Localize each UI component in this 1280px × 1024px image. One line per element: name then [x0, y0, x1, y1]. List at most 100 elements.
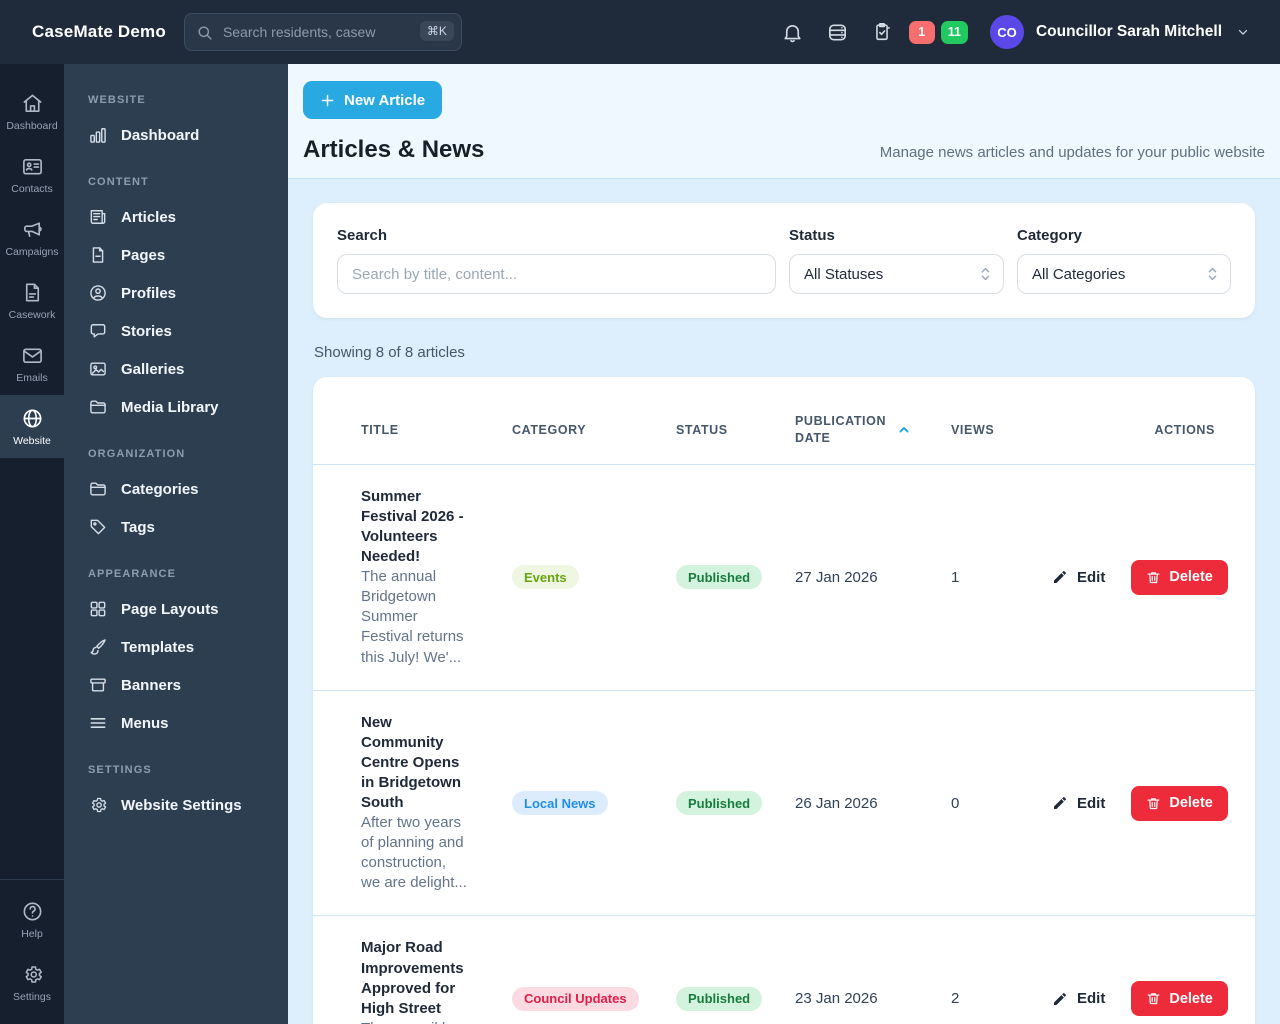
bell-icon[interactable]	[781, 21, 804, 44]
status-badge: Published	[676, 565, 763, 590]
global-search: ⌘K	[183, 13, 462, 51]
rail-item-settings[interactable]: Settings	[0, 951, 64, 1014]
red-count-badge[interactable]: 1	[908, 20, 935, 44]
sidebar-item-media-library[interactable]: Media Library	[64, 388, 288, 426]
user-menu[interactable]: CO Councillor Sarah Mitchell	[989, 15, 1250, 49]
section-title-appearance: APPEARANCE	[88, 568, 177, 580]
icon-rail: Dashboard Contacts Campaigns Casework Em…	[0, 64, 64, 1024]
chevron-down-icon	[1236, 25, 1250, 39]
column-header-title[interactable]: TITLE	[361, 422, 399, 437]
main-content: New Article Articles & News Manage news …	[288, 64, 1280, 1024]
menu-lines-icon	[88, 713, 108, 733]
filters-card: Search Status All Statuses Category All …	[313, 203, 1255, 318]
pencil-icon	[1052, 795, 1068, 811]
sidebar-item-articles[interactable]: Articles	[64, 198, 288, 236]
sidebar-item-templates[interactable]: Templates	[64, 628, 288, 666]
pencil-icon	[1052, 569, 1068, 585]
edit-button[interactable]: Edit	[1052, 569, 1105, 586]
folder-icon	[88, 479, 108, 499]
sidebar-item-galleries[interactable]: Galleries	[64, 350, 288, 388]
delete-button[interactable]: Delete	[1131, 785, 1228, 821]
bar-chart-icon	[88, 125, 108, 145]
chat-bubble-icon	[88, 321, 108, 341]
topbar: CaseMate Demo ⌘K 1 11 CO Councillor Sara…	[0, 0, 1280, 64]
rail-item-contacts[interactable]: Contacts	[0, 143, 64, 206]
filter-category-group: Category All Categories	[1017, 227, 1231, 294]
column-header-publication-date[interactable]: PUBLICATION DATE	[795, 413, 951, 447]
views-count: 2	[951, 990, 960, 1008]
views-count: 1	[951, 568, 960, 586]
server-icon[interactable]	[826, 21, 849, 44]
page-icon	[88, 245, 108, 265]
category-badge: Local News	[512, 791, 608, 816]
select-chevrons-icon	[1207, 266, 1218, 282]
file-text-icon	[21, 281, 44, 304]
category-select[interactable]: All Categories	[1017, 254, 1231, 294]
column-header-category[interactable]: CATEGORY	[512, 422, 587, 437]
green-count-badge[interactable]: 11	[940, 20, 968, 44]
column-header-views[interactable]: VIEWS	[951, 422, 995, 437]
section-title-content: CONTENT	[88, 176, 149, 188]
results-summary: Showing 8 of 8 articles	[314, 344, 465, 361]
delete-button[interactable]: Delete	[1131, 981, 1228, 1017]
keyboard-shortcut-badge: ⌘K	[419, 21, 454, 42]
article-title-cell[interactable]: New Community Centre Opens in Bridgetown…	[361, 713, 467, 892]
sidebar-item-website-settings[interactable]: Website Settings	[64, 786, 288, 824]
gear-icon	[88, 795, 108, 815]
sidebar-item-tags[interactable]: Tags	[64, 508, 288, 546]
grid-icon	[88, 599, 108, 619]
filter-status-group: Status All Statuses	[789, 227, 1004, 294]
article-title-cell[interactable]: Summer Festival 2026 - Volunteers Needed…	[361, 487, 464, 666]
article-search-input[interactable]	[337, 254, 776, 294]
trash-icon	[1146, 991, 1161, 1006]
page-header: New Article Articles & News Manage news …	[288, 64, 1280, 179]
views-count: 0	[951, 794, 960, 812]
page-subtitle: Manage news articles and updates for you…	[879, 144, 1265, 161]
user-circle-icon	[88, 283, 108, 303]
sort-ascending-icon	[899, 426, 909, 434]
mail-icon	[21, 344, 44, 367]
sidebar-item-stories[interactable]: Stories	[64, 312, 288, 350]
clipboard-check-icon[interactable]	[871, 21, 893, 43]
new-article-button[interactable]: New Article	[303, 81, 443, 119]
publication-date: 23 Jan 2026	[795, 990, 878, 1008]
rail-item-campaigns[interactable]: Campaigns	[0, 206, 64, 269]
search-icon	[196, 24, 213, 41]
rail-item-dashboard[interactable]: Dashboard	[0, 80, 64, 143]
column-header-actions: ACTIONS	[1154, 422, 1215, 437]
user-name: Councillor Sarah Mitchell	[1035, 23, 1222, 40]
topbar-actions: 1 11 CO Councillor Sarah Mitchell	[781, 15, 1250, 49]
global-search-input[interactable]	[183, 13, 462, 51]
column-header-status[interactable]: STATUS	[676, 422, 728, 437]
paintbrush-icon	[88, 637, 108, 657]
avatar: CO	[989, 15, 1024, 49]
articles-table: TITLE CATEGORY STATUS PUBLICATION DATE V…	[313, 377, 1255, 1024]
trash-icon	[1146, 570, 1161, 585]
sidebar-item-profiles[interactable]: Profiles	[64, 274, 288, 312]
section-title-organization: ORGANIZATION	[88, 448, 186, 460]
sidebar-item-banners[interactable]: Banners	[64, 666, 288, 704]
newspaper-icon	[88, 207, 108, 227]
edit-button[interactable]: Edit	[1052, 795, 1105, 812]
status-select[interactable]: All Statuses	[789, 254, 1004, 294]
sidebar-item-dashboard[interactable]: Dashboard	[64, 116, 288, 154]
plus-icon	[320, 93, 335, 108]
select-chevrons-icon	[980, 266, 991, 282]
publication-date: 27 Jan 2026	[795, 568, 878, 586]
rail-item-help[interactable]: Help	[0, 888, 64, 951]
sidebar-item-page-layouts[interactable]: Page Layouts	[64, 590, 288, 628]
megaphone-icon	[21, 218, 44, 241]
sidebar-item-categories[interactable]: Categories	[64, 470, 288, 508]
rail-item-casework[interactable]: Casework	[0, 269, 64, 332]
rail-item-emails[interactable]: Emails	[0, 332, 64, 395]
sidebar-item-menus[interactable]: Menus	[64, 704, 288, 742]
status-badge: Published	[676, 986, 763, 1011]
edit-button[interactable]: Edit	[1052, 990, 1105, 1007]
section-title-website: WEBSITE	[88, 94, 146, 106]
table-header-row: TITLE CATEGORY STATUS PUBLICATION DATE V…	[313, 377, 1255, 465]
delete-button[interactable]: Delete	[1131, 559, 1228, 595]
article-title-cell[interactable]: Major Road Improvements Approved for Hig…	[361, 939, 466, 1024]
page-title: Articles & News	[303, 136, 485, 163]
rail-item-website[interactable]: Website	[0, 395, 64, 458]
sidebar-item-pages[interactable]: Pages	[64, 236, 288, 274]
